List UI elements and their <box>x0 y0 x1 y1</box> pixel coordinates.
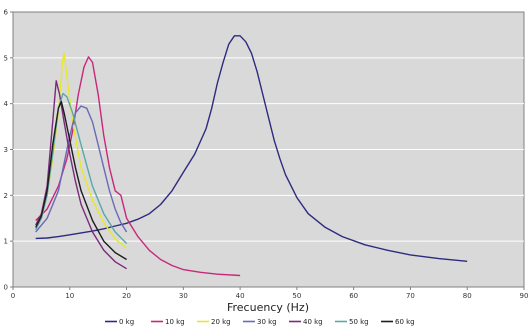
x-tick-label: 0 <box>11 292 15 300</box>
y-tick-label: 2 <box>4 192 8 200</box>
y-tick-labels: 0 1 2 3 4 5 6 <box>4 9 9 292</box>
y-tick-label: 1 <box>4 238 8 246</box>
legend-label-1: 10 kg <box>165 318 185 326</box>
x-tick-labels: 0 10 20 30 40 50 60 70 80 90 <box>11 292 529 300</box>
x-tick-label: 60 <box>349 292 358 300</box>
series-line-3 <box>35 105 128 233</box>
legend-label-2: 20 kg <box>211 318 231 326</box>
legend-label-6: 60 kg <box>395 318 415 326</box>
x-tick-label: 10 <box>65 292 74 300</box>
x-tick-label: 40 <box>236 292 245 300</box>
y-tick-label: 0 <box>4 284 8 292</box>
series-line-5 <box>35 92 128 244</box>
y-tick-label: 3 <box>4 146 8 154</box>
x-tick-label: 30 <box>179 292 188 300</box>
y-tick-label: 5 <box>4 54 8 62</box>
y-tick-label: 6 <box>4 9 9 17</box>
series-line-1 <box>35 56 241 277</box>
series-lines <box>35 35 468 277</box>
legend-label-4: 40 kg <box>303 318 323 326</box>
y-tick-label: 4 <box>4 100 9 108</box>
x-tick-label: 20 <box>122 292 131 300</box>
x-axis-title: Frecuency (Hz) <box>227 301 309 314</box>
legend-label-5: 50 kg <box>349 318 369 326</box>
legend-label-3: 30 kg <box>257 318 277 326</box>
series-line-6 <box>35 100 127 261</box>
legend: 0 kg 10 kg 20 kg 30 kg 40 kg 50 kg 60 kg <box>105 318 415 326</box>
legend-label-0: 0 kg <box>119 318 134 326</box>
x-tick-label: 80 <box>463 292 472 300</box>
x-tick-label: 50 <box>292 292 301 300</box>
axes <box>10 11 525 290</box>
x-tick-label: 90 <box>520 292 529 300</box>
series-line-4 <box>35 80 127 270</box>
x-tick-label: 70 <box>406 292 415 300</box>
